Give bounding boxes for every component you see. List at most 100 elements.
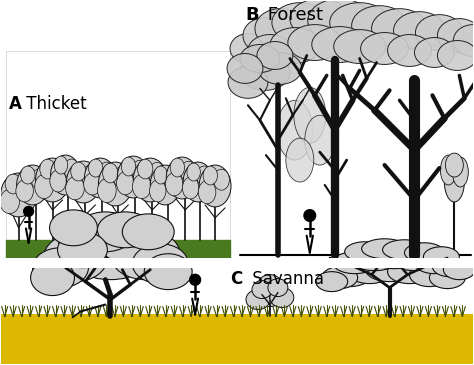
Ellipse shape xyxy=(270,28,320,64)
Ellipse shape xyxy=(351,249,399,271)
Ellipse shape xyxy=(414,252,455,274)
Ellipse shape xyxy=(66,161,100,203)
Ellipse shape xyxy=(383,240,427,260)
Ellipse shape xyxy=(154,166,167,184)
Ellipse shape xyxy=(5,174,21,194)
Ellipse shape xyxy=(21,166,35,184)
Ellipse shape xyxy=(114,166,131,188)
Ellipse shape xyxy=(17,165,48,205)
Text: C: C xyxy=(230,270,242,288)
Ellipse shape xyxy=(66,177,84,200)
Ellipse shape xyxy=(414,38,455,68)
Ellipse shape xyxy=(429,267,465,289)
Ellipse shape xyxy=(258,53,302,84)
Ellipse shape xyxy=(270,288,294,308)
Ellipse shape xyxy=(248,35,292,66)
Ellipse shape xyxy=(99,220,162,264)
Ellipse shape xyxy=(203,166,218,185)
Ellipse shape xyxy=(148,162,165,184)
Ellipse shape xyxy=(305,115,335,165)
Ellipse shape xyxy=(213,169,229,190)
Ellipse shape xyxy=(99,162,132,206)
Ellipse shape xyxy=(362,239,408,259)
Ellipse shape xyxy=(33,248,89,288)
Ellipse shape xyxy=(440,155,456,185)
Ellipse shape xyxy=(345,242,384,262)
Ellipse shape xyxy=(316,272,347,292)
Text: Thicket: Thicket xyxy=(21,95,86,114)
Ellipse shape xyxy=(89,159,103,177)
Ellipse shape xyxy=(365,258,413,282)
Text: B: B xyxy=(245,6,259,24)
Ellipse shape xyxy=(103,163,118,183)
Bar xyxy=(6,50,230,248)
Ellipse shape xyxy=(183,162,213,202)
Ellipse shape xyxy=(132,244,188,284)
Ellipse shape xyxy=(388,35,431,66)
Ellipse shape xyxy=(0,189,19,214)
Ellipse shape xyxy=(255,9,305,49)
Ellipse shape xyxy=(416,15,463,50)
Ellipse shape xyxy=(150,165,180,205)
Ellipse shape xyxy=(17,177,35,199)
Ellipse shape xyxy=(246,289,270,310)
Ellipse shape xyxy=(445,162,465,202)
Ellipse shape xyxy=(51,155,81,195)
Ellipse shape xyxy=(392,249,438,271)
Ellipse shape xyxy=(182,177,199,199)
Text: Savanna: Savanna xyxy=(247,270,324,288)
Ellipse shape xyxy=(75,212,135,252)
Ellipse shape xyxy=(84,158,116,198)
Ellipse shape xyxy=(118,156,149,198)
Circle shape xyxy=(24,207,34,216)
Ellipse shape xyxy=(432,257,466,277)
Ellipse shape xyxy=(198,181,216,204)
Ellipse shape xyxy=(370,247,419,269)
Ellipse shape xyxy=(393,12,446,50)
Ellipse shape xyxy=(121,157,136,176)
Ellipse shape xyxy=(164,169,179,189)
Ellipse shape xyxy=(58,218,118,262)
Ellipse shape xyxy=(240,45,280,72)
Ellipse shape xyxy=(272,3,328,43)
Bar xyxy=(6,240,230,258)
Ellipse shape xyxy=(330,3,390,43)
Ellipse shape xyxy=(137,159,153,179)
Ellipse shape xyxy=(288,24,342,61)
Ellipse shape xyxy=(268,278,288,297)
Ellipse shape xyxy=(452,157,468,187)
Ellipse shape xyxy=(361,32,409,65)
Ellipse shape xyxy=(117,172,134,195)
Ellipse shape xyxy=(133,158,167,202)
Ellipse shape xyxy=(144,254,192,289)
Bar xyxy=(0,258,474,268)
Circle shape xyxy=(190,274,201,285)
Ellipse shape xyxy=(31,169,47,189)
Ellipse shape xyxy=(308,0,372,43)
Bar xyxy=(0,315,474,364)
Ellipse shape xyxy=(294,87,326,143)
Ellipse shape xyxy=(453,24,474,57)
Ellipse shape xyxy=(44,234,108,282)
Ellipse shape xyxy=(50,170,66,192)
Ellipse shape xyxy=(82,165,99,186)
Ellipse shape xyxy=(187,163,201,181)
Ellipse shape xyxy=(257,42,293,69)
Ellipse shape xyxy=(290,0,350,39)
Ellipse shape xyxy=(55,156,68,174)
Ellipse shape xyxy=(228,66,268,98)
Ellipse shape xyxy=(443,260,474,280)
Ellipse shape xyxy=(438,19,474,53)
Ellipse shape xyxy=(199,165,231,207)
Ellipse shape xyxy=(98,212,153,248)
Ellipse shape xyxy=(197,166,211,186)
Ellipse shape xyxy=(322,267,358,289)
Ellipse shape xyxy=(388,260,431,284)
Ellipse shape xyxy=(31,260,74,296)
Ellipse shape xyxy=(334,30,385,64)
Ellipse shape xyxy=(256,283,284,307)
Ellipse shape xyxy=(333,252,376,274)
Ellipse shape xyxy=(65,224,155,280)
Ellipse shape xyxy=(132,160,148,181)
Ellipse shape xyxy=(57,232,108,268)
